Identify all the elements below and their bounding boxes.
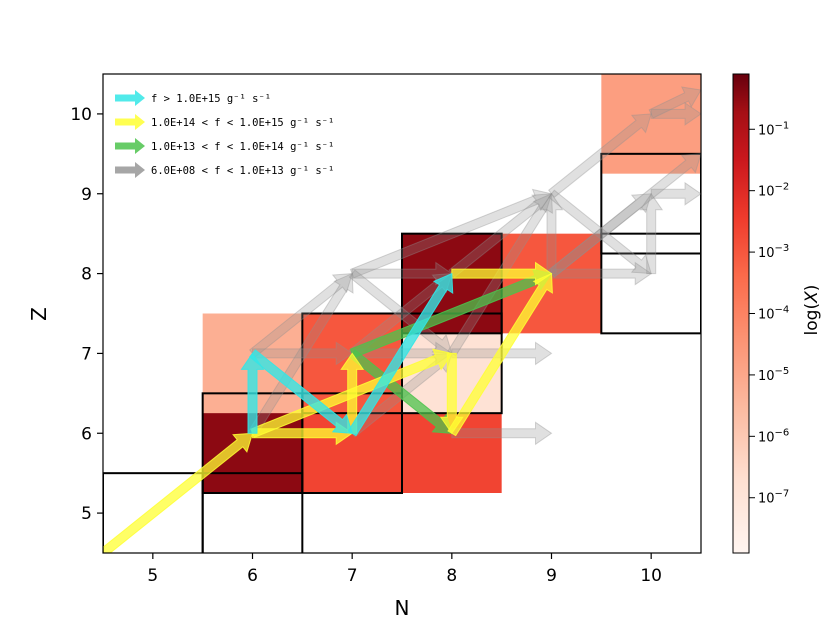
x-tick-label-5: 5 bbox=[147, 566, 158, 586]
flow-arrow-band3-17 bbox=[551, 261, 653, 286]
legend-label-1: 1.0E+14 < f < 1.0E+15 g⁻¹ s⁻¹ bbox=[151, 117, 334, 129]
x-tick-label-9: 9 bbox=[546, 566, 557, 586]
flow-arrow-band3-7 bbox=[648, 86, 701, 119]
flow-arrow-band1-3 bbox=[250, 348, 453, 439]
y-tick-label-8: 8 bbox=[81, 265, 92, 285]
y-tick-label-6: 6 bbox=[81, 424, 92, 444]
flow-arrow-band3-2 bbox=[539, 192, 564, 275]
flow-arrow-band3-13 bbox=[348, 269, 453, 354]
flow-arrow-band1-0 bbox=[103, 432, 254, 553]
flow-arrow-band3-15 bbox=[547, 193, 652, 278]
colorbar-tick-label-4: 10−5 bbox=[758, 366, 789, 384]
flow-arrow-band3-21 bbox=[547, 153, 701, 278]
flow-arrow-band3-19 bbox=[650, 181, 701, 206]
y-tick-label-9: 9 bbox=[81, 185, 92, 205]
x-axis-ticks: 5 6 7 8 9 10 bbox=[147, 553, 662, 586]
colorbar-tick-label-0: 10−1 bbox=[758, 120, 789, 138]
legend-swatch-2 bbox=[115, 138, 145, 154]
colorbar: 10−1 10−2 10−3 10−4 10−5 10−6 10−7 log(X) bbox=[732, 73, 822, 554]
colorbar-gradient-bar bbox=[732, 73, 750, 554]
colorbar-tick-label-3: 10−4 bbox=[758, 305, 789, 323]
flow-arrow-band3-14 bbox=[448, 193, 553, 278]
flow-arrow-band0-1 bbox=[248, 349, 353, 434]
flow-arrow-band0-0 bbox=[240, 352, 265, 434]
legend-label-2: 1.0E+13 < f < 1.0E+14 g⁻¹ s⁻¹ bbox=[151, 141, 334, 153]
legend-label-0: f > 1.0E+15 g⁻¹ s⁻¹ bbox=[151, 93, 271, 105]
legend-swatch-0 bbox=[115, 90, 145, 106]
flow-arrow-band3-12 bbox=[451, 421, 553, 446]
flow-arrow-band1-6 bbox=[451, 261, 553, 286]
x-axis-label: N bbox=[395, 596, 410, 620]
flow-arrow-band3-5 bbox=[548, 189, 652, 275]
stable-border-N8-Z8 bbox=[401, 232, 503, 335]
x-tick-label-6: 6 bbox=[247, 566, 258, 586]
legend-swatch-3 bbox=[115, 162, 145, 178]
y-axis-ticks: 5 6 7 8 9 10 bbox=[70, 105, 103, 524]
flow-arrow-band3-16 bbox=[639, 192, 664, 275]
plot-area bbox=[102, 73, 702, 554]
colorbar-tick-label-1: 10−2 bbox=[758, 182, 789, 200]
y-tick-label-7: 7 bbox=[81, 344, 92, 364]
x-tick-label-8: 8 bbox=[446, 566, 457, 586]
legend-swatch-1 bbox=[115, 114, 145, 130]
nuclide-cell-N10-Z10 bbox=[601, 74, 701, 174]
y-tick-label-10: 10 bbox=[70, 105, 92, 125]
colorbar-ticks: 10−1 10−2 10−3 10−4 10−5 10−6 10−7 bbox=[749, 120, 789, 507]
legend-label-3: 6.0E+08 < f < 1.0E+13 g⁻¹ s⁻¹ bbox=[151, 165, 334, 177]
colorbar-tick-label-2: 10−3 bbox=[758, 243, 789, 261]
flow-arrow-band0-2 bbox=[347, 272, 454, 437]
flow-arrow-band3-8 bbox=[252, 341, 354, 366]
flow-arrow-band3-4 bbox=[548, 113, 652, 199]
flow-arrow-band3-20 bbox=[650, 101, 701, 126]
x-tick-label-7: 7 bbox=[347, 566, 358, 586]
reaction-flows bbox=[103, 86, 701, 553]
flow-arrow-band3-10 bbox=[248, 273, 353, 358]
flow-arrow-band3-9 bbox=[351, 261, 453, 286]
x-tick-label-10: 10 bbox=[640, 566, 662, 586]
colorbar-tick-label-5: 10−6 bbox=[758, 427, 789, 445]
plot-frame bbox=[102, 73, 702, 554]
colorbar-label: log(X) bbox=[802, 285, 822, 336]
legend: f > 1.0E+15 g⁻¹ s⁻¹ 1.0E+14 < f < 1.0E+15… bbox=[115, 90, 334, 178]
stable-nuclide-borders bbox=[103, 152, 701, 553]
stable-border-N6-Z5 bbox=[201, 472, 304, 553]
flow-arrow-band3-1 bbox=[349, 188, 553, 279]
colorbar-tick-label-6: 10−7 bbox=[758, 489, 789, 507]
flow-arrow-band3-0 bbox=[248, 272, 354, 437]
y-tick-label-5: 5 bbox=[81, 504, 92, 524]
y-axis-label: Z bbox=[27, 307, 51, 321]
